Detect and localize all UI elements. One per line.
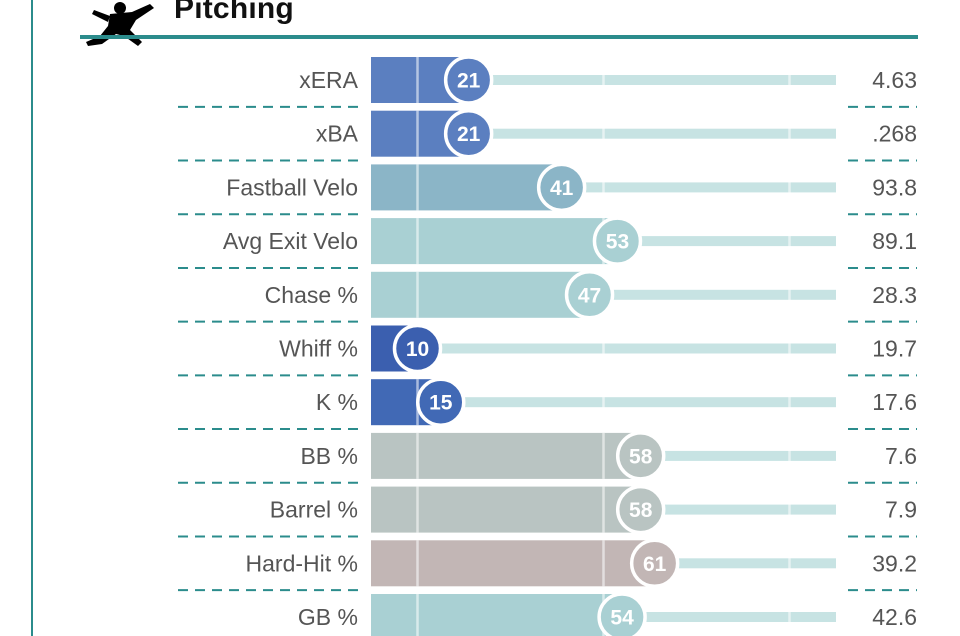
metric-label: Avg Exit Velo: [223, 228, 358, 254]
percentile-label: 58: [629, 499, 653, 522]
metric-label: Chase %: [265, 282, 358, 308]
percentile-label: 54: [610, 607, 634, 630]
percentile-circle: [443, 108, 494, 159]
percentile-circle: [564, 270, 615, 320]
page-title: Pitching: [174, 0, 294, 25]
percentile-label: 21: [457, 70, 481, 93]
percentile-circle: [615, 431, 666, 481]
metric-value: 4.63: [872, 67, 917, 93]
percentile-bar: [371, 540, 655, 587]
percentile-circle: [392, 323, 443, 374]
metric-value: 28.3: [872, 282, 917, 308]
percentile-circle: [615, 484, 666, 535]
metric-label: Hard-Hit %: [246, 550, 358, 576]
percentile-label: 21: [457, 123, 481, 146]
metric-label: Whiff %: [279, 336, 358, 362]
percentile-label: 61: [643, 553, 667, 576]
percentile-bar: [371, 486, 641, 533]
percentile-bar: [371, 164, 562, 211]
percentile-label: 15: [429, 392, 453, 415]
metric-label: Fastball Velo: [226, 174, 358, 200]
percentile-label: 10: [406, 338, 429, 361]
percentile-label: 41: [550, 177, 574, 200]
percentile-circle: [443, 55, 494, 105]
percentile-label: 47: [578, 284, 601, 307]
percentile-bar: [371, 271, 590, 318]
metric-value: 39.2: [872, 550, 917, 576]
percentile-circle: [629, 538, 680, 589]
metric-value: 19.7: [872, 336, 917, 362]
metric-value: 93.8: [872, 174, 917, 200]
metric-value: 89.1: [872, 228, 917, 254]
percentile-circle: [416, 377, 466, 427]
metric-label: Barrel %: [270, 497, 358, 523]
percentile-bar: [371, 594, 623, 636]
title-rule: [80, 35, 918, 39]
metric-value: 42.6: [872, 604, 917, 630]
metric-label: K %: [316, 389, 358, 415]
percentile-circle: [592, 216, 643, 266]
metric-value: 17.6: [872, 389, 917, 415]
metric-label: xERA: [299, 67, 358, 93]
metric-value: .268: [872, 121, 917, 147]
percentile-label: 58: [629, 445, 653, 468]
percentile-bar: [371, 218, 618, 265]
metric-label: GB %: [298, 604, 358, 630]
panel-border: [31, 0, 33, 636]
percentile-label: 53: [606, 231, 629, 254]
metric-label: BB %: [300, 443, 358, 469]
metric-label: xBA: [316, 121, 359, 147]
percentile-bar: [371, 432, 641, 479]
percentile-circle: [597, 592, 647, 636]
metric-value: 7.6: [885, 443, 917, 469]
percentile-circle: [536, 162, 587, 213]
metric-value: 7.9: [885, 497, 917, 523]
